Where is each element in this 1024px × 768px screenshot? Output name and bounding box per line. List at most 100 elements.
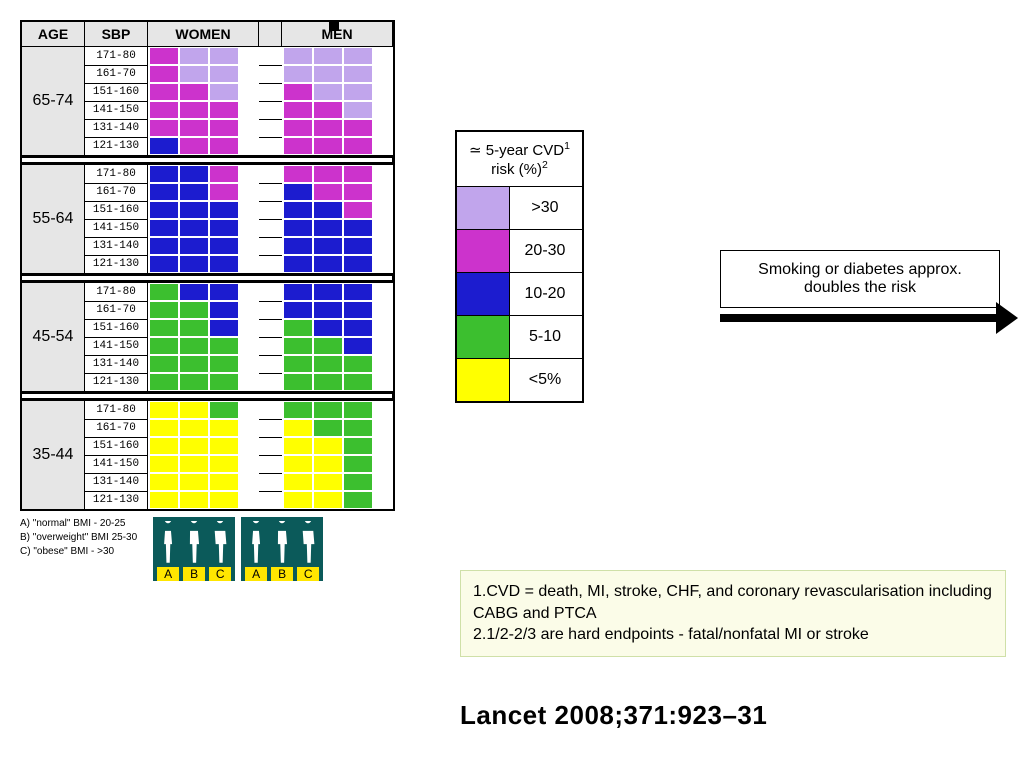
risk-cell: [210, 456, 238, 472]
men-row: [282, 137, 393, 157]
risk-cell: [344, 138, 372, 154]
header-sbp: SBP: [85, 21, 148, 47]
bmi-key-b: B) "overweight" BMI 25-30: [20, 531, 137, 545]
risk-cell: [314, 492, 342, 508]
risk-cell: [314, 166, 342, 182]
sbp-band-label: 161-70: [85, 419, 148, 437]
age-group-label: 55-64: [21, 164, 85, 275]
risk-cell: [180, 284, 208, 300]
legend-row: >30: [457, 186, 582, 229]
risk-cell: [210, 474, 238, 490]
risk-cell: [150, 302, 178, 318]
sbp-band-label: 131-140: [85, 119, 148, 137]
men-row: [282, 373, 393, 393]
men-row: [282, 419, 393, 437]
risk-cell: [284, 402, 312, 418]
risk-cell: [284, 238, 312, 254]
footnote-2: 2.1/2-2/3 are hard endpoints - fatal/non…: [473, 624, 993, 646]
men-row: [282, 491, 393, 510]
risk-cell: [344, 402, 372, 418]
legend-swatch: [457, 187, 509, 229]
men-row: [282, 65, 393, 83]
sbp-band-label: 161-70: [85, 183, 148, 201]
person-icon: [271, 521, 293, 565]
risk-cell: [150, 220, 178, 236]
risk-cell: [150, 166, 178, 182]
risk-cell: [180, 456, 208, 472]
legend-label: 5-10: [509, 316, 580, 358]
age-group-label: 35-44: [21, 400, 85, 511]
silhouette-footer: ABCABC: [153, 517, 323, 581]
sbp-band-label: 131-140: [85, 237, 148, 255]
men-row: [282, 455, 393, 473]
callout: Smoking or diabetes approx. doubles the …: [720, 250, 1000, 322]
women-row: [148, 83, 259, 101]
risk-cell: [284, 256, 312, 272]
men-row: [282, 255, 393, 275]
risk-cell: [284, 438, 312, 454]
risk-cell: [284, 102, 312, 118]
risk-cell: [284, 374, 312, 390]
risk-cell: [150, 320, 178, 336]
legend-row: 20-30: [457, 229, 582, 272]
risk-cell: [180, 48, 208, 64]
bmi-label: B: [271, 567, 293, 581]
women-row: [148, 237, 259, 255]
sbp-band-label: 141-150: [85, 219, 148, 237]
sbp-band-label: 151-160: [85, 437, 148, 455]
risk-cell: [344, 320, 372, 336]
risk-cell: [284, 120, 312, 136]
risk-cell: [314, 102, 342, 118]
sbp-band-label: 151-160: [85, 319, 148, 337]
sbp-band-label: 171-80: [85, 164, 148, 184]
risk-cell: [180, 84, 208, 100]
risk-cell: [150, 66, 178, 82]
men-row: [282, 337, 393, 355]
women-row: [148, 47, 259, 66]
women-row: [148, 255, 259, 275]
bmi-key: A) "normal" BMI - 20-25 B) "overweight" …: [20, 517, 137, 559]
men-row: [282, 164, 393, 184]
legend-title: ≃ 5-year CVD1 risk (%)2: [457, 132, 582, 186]
person-icon: [209, 521, 231, 565]
risk-cell: [210, 438, 238, 454]
person-icon: [297, 521, 319, 565]
risk-cell: [210, 256, 238, 272]
header-age: AGE: [21, 21, 85, 47]
risk-cell: [180, 66, 208, 82]
risk-cell: [180, 202, 208, 218]
risk-cell: [314, 402, 342, 418]
sbp-band-label: 131-140: [85, 355, 148, 373]
risk-cell: [180, 238, 208, 254]
risk-cell: [150, 356, 178, 372]
women-row: [148, 164, 259, 184]
risk-cell: [344, 256, 372, 272]
men-row: [282, 219, 393, 237]
women-row: [148, 400, 259, 420]
women-row: [148, 373, 259, 393]
sbp-band-label: 161-70: [85, 301, 148, 319]
risk-cell: [150, 284, 178, 300]
men-row: [282, 201, 393, 219]
risk-cell: [210, 284, 238, 300]
risk-cell: [180, 138, 208, 154]
risk-cell: [344, 66, 372, 82]
risk-cell: [314, 420, 342, 436]
risk-cell: [210, 202, 238, 218]
risk-cell: [210, 374, 238, 390]
risk-cell: [344, 356, 372, 372]
risk-cell: [150, 474, 178, 490]
risk-cell: [314, 256, 342, 272]
bmi-label: B: [183, 567, 205, 581]
women-row: [148, 473, 259, 491]
men-row: [282, 282, 393, 302]
risk-cell: [180, 474, 208, 490]
risk-cell: [314, 66, 342, 82]
bmi-label: C: [297, 567, 319, 581]
risk-cell: [180, 184, 208, 200]
men-row: [282, 400, 393, 420]
risk-cell: [210, 420, 238, 436]
callout-text: Smoking or diabetes approx. doubles the …: [720, 250, 1000, 308]
risk-cell: [284, 202, 312, 218]
risk-cell: [284, 338, 312, 354]
